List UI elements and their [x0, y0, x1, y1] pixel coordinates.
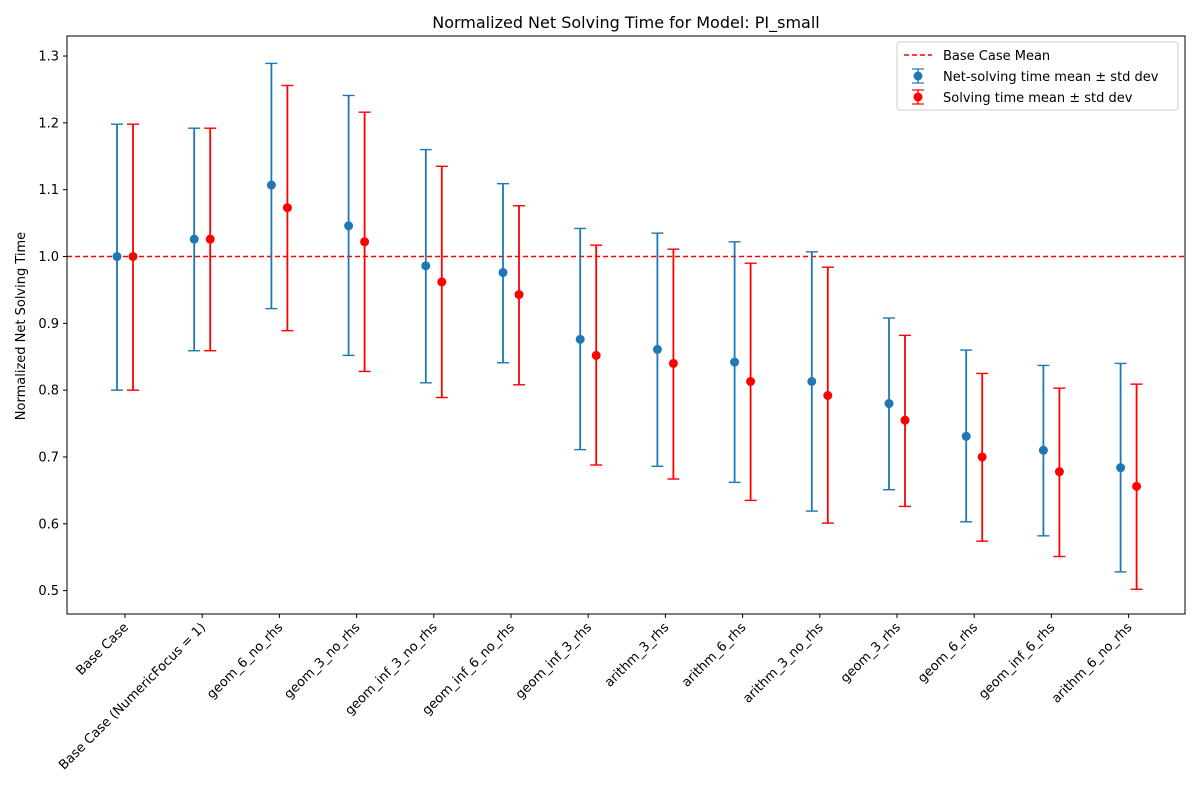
- legend-marker-swatch: [913, 71, 923, 81]
- y-tick-label: 1.1: [38, 183, 59, 198]
- data-point: [884, 399, 894, 409]
- data-point: [1054, 467, 1064, 477]
- data-point: [575, 334, 585, 344]
- data-point: [591, 350, 601, 360]
- y-tick-label: 1.0: [38, 250, 59, 265]
- data-point: [807, 376, 817, 386]
- data-point: [282, 203, 292, 213]
- data-point: [205, 234, 215, 244]
- legend-mean-line-label: Base Case Mean: [943, 49, 1050, 64]
- y-tick-label: 1.3: [38, 50, 59, 65]
- data-point: [514, 290, 524, 300]
- data-point: [112, 252, 122, 262]
- legend-marker-swatch: [913, 92, 923, 102]
- legend-series-label: Net-solving time mean ± std dev: [943, 70, 1159, 85]
- data-point: [344, 221, 354, 231]
- data-point: [421, 261, 431, 271]
- data-point: [189, 234, 199, 244]
- data-point: [1038, 445, 1048, 455]
- y-tick-label: 0.7: [38, 450, 59, 465]
- data-point: [977, 452, 987, 462]
- plot-area: [67, 62, 1185, 590]
- data-point: [668, 358, 678, 368]
- data-point: [1132, 481, 1142, 491]
- data-point: [746, 376, 756, 386]
- y-tick-label: 0.9: [38, 317, 59, 332]
- data-point: [1116, 463, 1126, 473]
- data-point: [128, 252, 138, 262]
- data-point: [360, 237, 370, 247]
- plot-frame: [66, 35, 1186, 615]
- data-point: [730, 357, 740, 367]
- data-point: [961, 431, 971, 441]
- y-axis-label: Normalized Net Solving Time: [14, 232, 29, 420]
- data-point: [437, 277, 447, 287]
- legend-box: [896, 41, 1179, 111]
- data-point: [652, 344, 662, 354]
- data-point: [498, 268, 508, 278]
- y-tick-label: 1.2: [38, 116, 59, 131]
- data-point: [900, 415, 910, 425]
- data-point: [266, 180, 276, 190]
- legend: Base Case Mean Net-solving time mean ± s…: [896, 41, 1179, 111]
- y-tick-label: 0.8: [38, 384, 59, 399]
- chart-title: Normalized Net Solving Time for Model: P…: [432, 13, 820, 33]
- data-point: [823, 390, 833, 400]
- y-tick-label: 0.5: [38, 584, 59, 599]
- legend-series-label: Solving time mean ± std dev: [943, 91, 1133, 106]
- y-tick-label: 0.6: [38, 517, 59, 532]
